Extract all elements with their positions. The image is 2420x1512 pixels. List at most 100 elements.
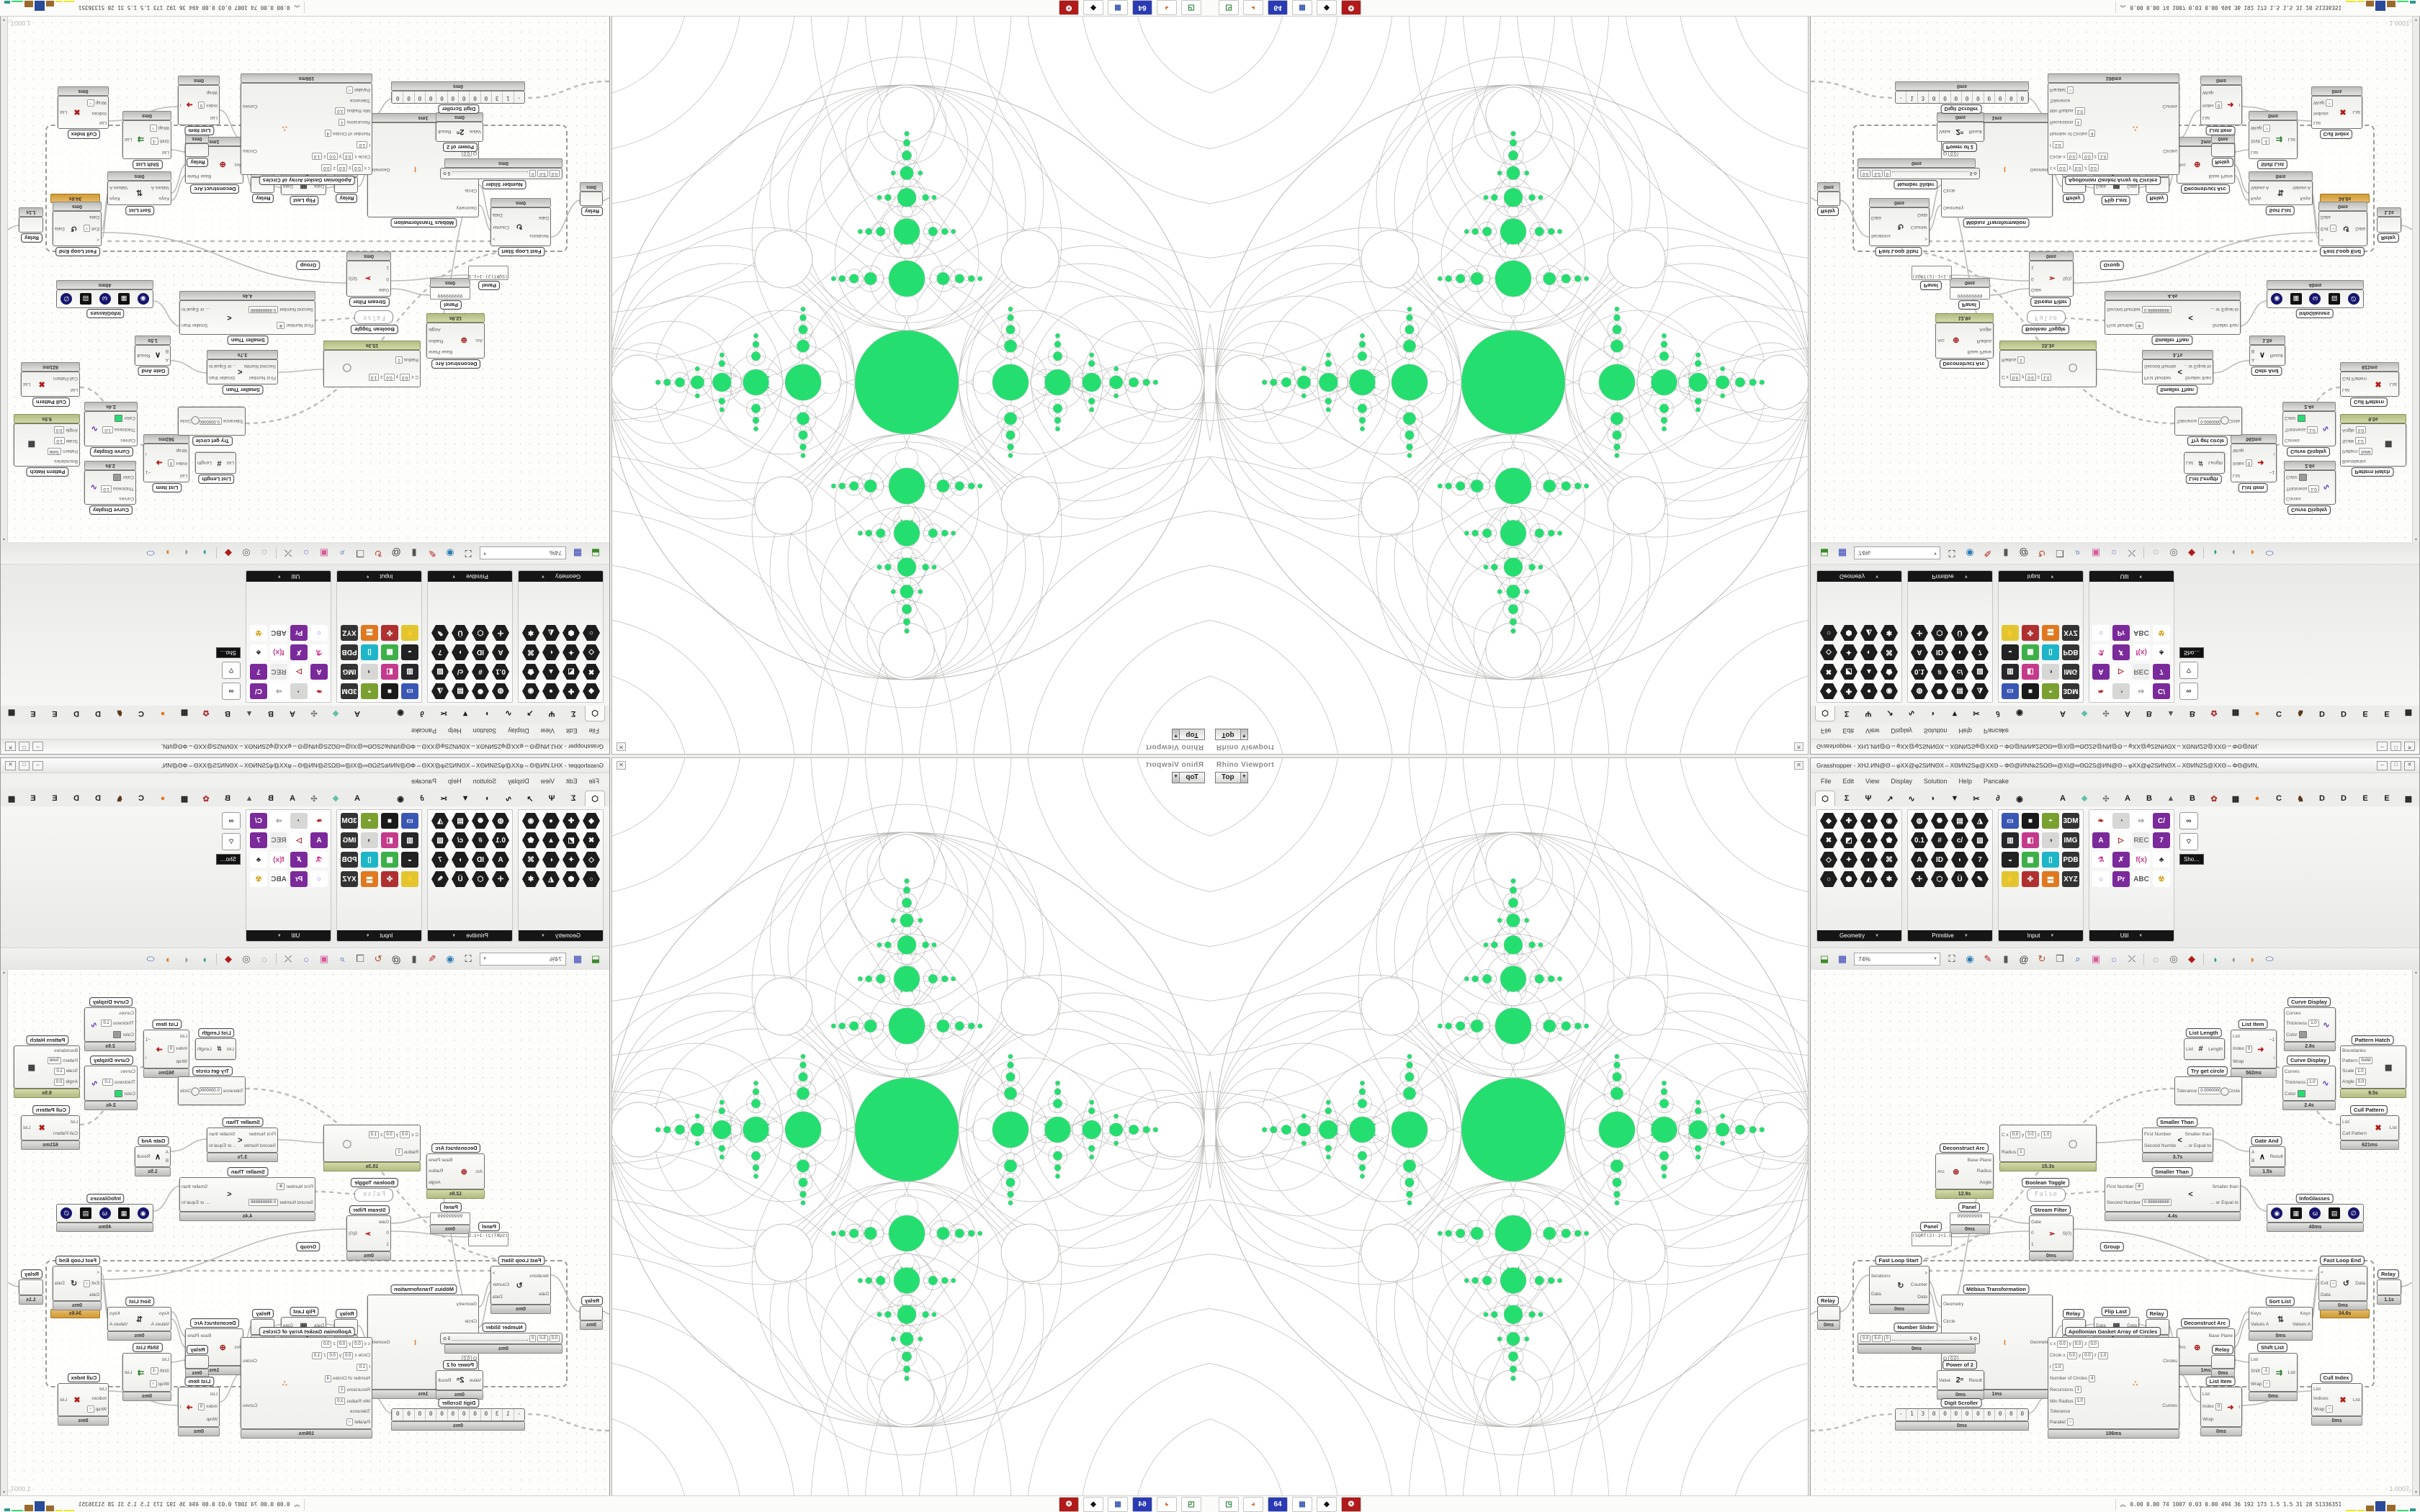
component-icon[interactable]: IMG	[2062, 664, 2079, 680]
group-expand-icon[interactable]: ▼	[1963, 933, 1968, 938]
out-port[interactable]: Data	[2127, 1323, 2137, 1328]
in-port[interactable]: Gate	[2031, 287, 2042, 292]
gh-component[interactable]: c x 0.0 y 0.0 z 0.0 Circle x 0.0 y 0.0 z 1.0 r 1.0 Num…	[241, 1337, 372, 1429]
out-port[interactable]: List	[60, 109, 68, 115]
ribbon-tab[interactable]: ♞	[2297, 708, 2304, 718]
in-port[interactable]: C x 0.0 y 0.0 z 1.0	[368, 374, 418, 381]
in-port[interactable]: Boundaries	[54, 458, 78, 464]
in-port[interactable]: A	[165, 1149, 169, 1155]
in-port[interactable]: Index 0	[2233, 459, 2253, 467]
in-port[interactable]: List	[2313, 1387, 2321, 1392]
preview-wire-icon[interactable]: ◎	[242, 953, 251, 964]
zoom-combobox[interactable]: 74% ▼	[1854, 953, 1940, 966]
out-port[interactable]: Base Plane	[429, 1158, 453, 1164]
find-icon[interactable]: ⌕	[339, 953, 345, 964]
cluster-icon[interactable]: ▮	[2003, 548, 2009, 559]
component-icon[interactable]: XYZ	[2062, 871, 2079, 887]
infoglasses-icon[interactable]: ω	[2309, 1207, 2321, 1219]
number-slider[interactable]: 0.0 5.0 0 5 ⊙	[1857, 1333, 1980, 1344]
digit-cell[interactable]: 3	[1918, 1409, 1929, 1421]
group-expand-icon[interactable]: ▼	[277, 574, 282, 579]
value-chip[interactable]: 0.0	[352, 164, 363, 172]
calculator-icon[interactable]: ▦	[1108, 0, 1128, 15]
component-icon[interactable]: ◩	[563, 832, 580, 848]
ribbon-tab[interactable]: ↗	[1886, 708, 1894, 718]
out-port[interactable]: Curves	[2162, 104, 2177, 109]
in-port[interactable]: 0	[386, 1230, 389, 1236]
component-icon[interactable]: A	[1911, 644, 1928, 660]
in-port[interactable]: First Number ⊛	[2107, 322, 2172, 329]
value-chip[interactable]: 1.0	[2053, 141, 2063, 149]
value-chip[interactable]: 1	[339, 118, 346, 126]
component-icon[interactable]: ✜	[2022, 625, 2039, 641]
gh-component[interactable]: List Shift -1 Wrap ○ ⇉ List	[122, 120, 171, 159]
in-port[interactable]: List	[2233, 472, 2241, 478]
in-port[interactable]: Indices	[91, 111, 107, 116]
infoglasses-icon[interactable]: ▦	[118, 293, 130, 305]
preview-eye-icon[interactable]: ◉	[1966, 548, 1974, 559]
component-icon[interactable]: ◩	[563, 664, 580, 680]
out-port[interactable]: … or Equal to	[209, 1143, 236, 1148]
boolean-toggle-value[interactable]: False	[354, 1188, 393, 1202]
in-port[interactable]: Curves	[119, 496, 134, 502]
relay-component[interactable]	[580, 1306, 603, 1320]
in-port[interactable]: Arc	[2179, 162, 2186, 168]
out-port[interactable]: Keys	[109, 196, 120, 201]
in-port[interactable]: Wrap	[176, 448, 187, 454]
value-chip[interactable]: 0.988888888	[2141, 306, 2172, 313]
gh-component[interactable]: List Index 0 Wrap ➜ i	[2200, 1387, 2242, 1427]
component-icon[interactable]: ○	[583, 625, 600, 641]
component-icon[interactable]: REC	[2133, 664, 2150, 680]
component-icon[interactable]: ◔	[290, 813, 308, 829]
out-port[interactable]: Base Plane	[429, 348, 453, 354]
ribbon-tab[interactable]: ↗	[526, 794, 534, 804]
in-port[interactable]: List	[2251, 1356, 2259, 1362]
component-icon[interactable]: 3DM	[2062, 683, 2079, 699]
component-icon[interactable]: ⬡	[1931, 871, 1948, 887]
red-app-icon[interactable]: ❂	[1341, 0, 1361, 15]
component-icon[interactable]: XYZ	[341, 625, 358, 641]
gh-component[interactable]: List Index 0 Wrap ➜ −1 i	[143, 1030, 189, 1068]
in-port[interactable]: Color	[102, 1090, 135, 1097]
gh-component[interactable]: List # Length	[2184, 452, 2225, 474]
out-port[interactable]: … or Equal to	[182, 307, 210, 312]
gimp-icon[interactable]: ◆	[1083, 0, 1103, 15]
gh-component[interactable]: List Indices Wrap ○ ✖ List	[58, 96, 109, 129]
component-icon[interactable]: ◐	[1860, 644, 1878, 660]
in-port[interactable]: Angle 0.0	[2342, 1078, 2372, 1086]
ribbon-tab[interactable]: ✿	[202, 794, 210, 804]
balloon-icon[interactable]: ○	[303, 547, 309, 559]
value-chip[interactable]: 1.0	[54, 437, 65, 445]
out-port[interactable]: Result	[1968, 129, 1982, 135]
value-chip[interactable]: 1.0	[54, 1067, 65, 1075]
component-icon[interactable]: ⌘	[522, 852, 539, 868]
infoglasses-icon[interactable]: ∅	[60, 1207, 73, 1219]
in-port[interactable]: First Number	[2144, 1132, 2172, 1138]
out-port[interactable]: Data	[1917, 212, 1927, 217]
maximize-button[interactable]: □	[19, 742, 30, 752]
in-port[interactable]: C x 0.0 y 0.0 z 1.0	[368, 1131, 418, 1138]
canvas-scrollbar[interactable]: ▲ ▼	[2412, 17, 2419, 542]
value-chip[interactable]: 1	[2017, 1148, 2025, 1156]
relay-component[interactable]	[2211, 1355, 2235, 1369]
infoglasses-icon[interactable]: ∅	[60, 293, 73, 305]
digit-cell[interactable]: 0	[1929, 1409, 1940, 1421]
ribbon-tab[interactable]: ∂	[420, 709, 424, 718]
in-port[interactable]: Circle x 0.0 y 0.0 z 1.0	[2050, 153, 2109, 161]
component-icon[interactable]: ▤	[452, 683, 469, 699]
value-chip[interactable]: 0	[2245, 459, 2253, 467]
ribbon-tab[interactable]: E	[52, 794, 58, 803]
out-port[interactable]: Base Plane	[1967, 348, 1991, 354]
in-port[interactable]: Number of Circles 4	[312, 130, 370, 138]
ribbon-tab[interactable]: ◉	[397, 794, 404, 804]
component-icon[interactable]: ▥	[2002, 664, 2019, 680]
gift-icon[interactable]: ▣	[2091, 548, 2101, 559]
red-app-icon[interactable]: ❂	[1341, 1497, 1361, 1512]
ribbon-tab[interactable]: B	[225, 709, 230, 718]
out-port[interactable]: >	[493, 236, 496, 242]
value-chip[interactable]: ○	[2326, 1405, 2334, 1413]
ribbon-tab[interactable]	[2031, 706, 2051, 721]
out-port[interactable]: S(0)	[349, 1230, 358, 1236]
component-icon[interactable]: ▤	[1951, 683, 1968, 699]
